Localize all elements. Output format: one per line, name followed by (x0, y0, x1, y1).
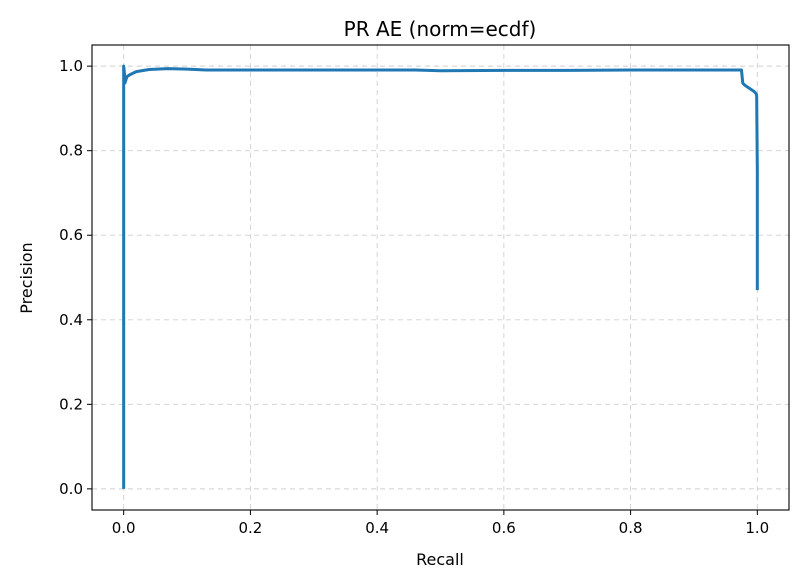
x-axis-label: Recall (416, 550, 464, 569)
y-axis-ticks: 0.0 0.2 0.4 0.6 0.8 1.0 (59, 57, 92, 498)
chart-title: PR AE (norm=ecdf) (344, 17, 537, 41)
x-tick-label: 0.2 (238, 519, 262, 537)
y-tick-label: 1.0 (59, 57, 83, 75)
x-tick-label: 0.4 (365, 519, 389, 537)
x-tick-label: 0.0 (112, 519, 136, 537)
x-tick-label: 0.6 (492, 519, 516, 537)
y-tick-label: 0.6 (59, 226, 83, 244)
y-axis-label: Precision (17, 242, 36, 313)
y-tick-label: 0.2 (59, 395, 83, 413)
x-axis-ticks: 0.0 0.2 0.4 0.6 0.8 1.0 (112, 510, 769, 537)
y-tick-label: 0.0 (59, 480, 83, 498)
plot-area-frame (91, 44, 790, 511)
grid-lines (92, 45, 789, 510)
series-lines (122, 64, 759, 489)
pr-curve-line (122, 64, 759, 489)
y-tick-label: 0.4 (59, 311, 83, 329)
x-tick-label: 0.8 (619, 519, 643, 537)
y-tick-label: 0.8 (59, 142, 83, 160)
x-tick-label: 1.0 (745, 519, 769, 537)
